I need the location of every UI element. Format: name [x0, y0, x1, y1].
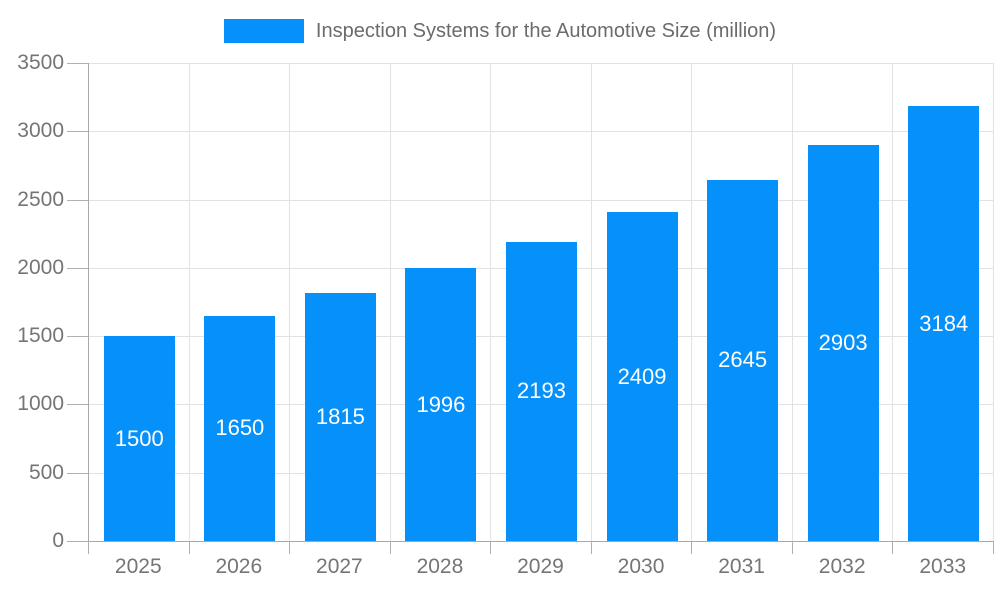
- x-axis-tick: [289, 541, 291, 554]
- x-axis-tick: [389, 541, 391, 554]
- horizontal-gridline: [89, 63, 994, 64]
- x-axis-tick-label: 2026: [215, 555, 263, 578]
- vertical-gridline: [993, 63, 994, 541]
- y-axis-tick-label: 1000: [17, 392, 64, 416]
- x-axis-tick-label: 2028: [416, 555, 464, 578]
- bar-2029: 2193: [506, 241, 577, 541]
- bar-value-label: 1500: [114, 425, 164, 451]
- y-axis-tick: [67, 267, 88, 269]
- bar-2030: 2409: [606, 212, 678, 541]
- bar-2025: 1500: [103, 336, 175, 541]
- vertical-gridline: [389, 63, 391, 541]
- x-axis-tick: [892, 541, 894, 554]
- y-axis-tick: [67, 404, 88, 406]
- x-axis-tick: [691, 541, 693, 554]
- y-axis-tick: [67, 131, 88, 133]
- y-axis-tick-label: 500: [28, 460, 64, 484]
- y-axis-tick-label: 3500: [17, 51, 64, 74]
- bar-2031: 2645: [707, 179, 779, 541]
- bar-value-label: 2645: [718, 347, 768, 373]
- legend-swatch-icon: [223, 19, 304, 43]
- y-axis-tick: [67, 541, 88, 542]
- bar-2033: 3184: [908, 106, 980, 541]
- vertical-gridline: [892, 63, 894, 541]
- y-axis-tick: [67, 199, 88, 201]
- x-axis-tick-label: 2033: [919, 555, 967, 578]
- y-axis-tick: [67, 472, 88, 474]
- y-axis-tick: [67, 63, 88, 64]
- vertical-gridline: [188, 63, 190, 541]
- x-axis-tick: [791, 541, 793, 554]
- vertical-gridline: [590, 63, 592, 541]
- bar-value-label: 1650: [215, 415, 265, 441]
- y-axis-tick: [67, 336, 88, 338]
- x-axis-tick-label: 2030: [617, 555, 665, 578]
- legend-label: Inspection Systems for the Automotive Si…: [315, 19, 777, 42]
- bar-value-label: 2903: [818, 329, 868, 355]
- vertical-gridline: [791, 63, 793, 541]
- x-axis-tick-label: 2031: [718, 555, 765, 578]
- bar-2026: 1650: [204, 315, 276, 541]
- x-axis-tick: [590, 541, 592, 554]
- legend[interactable]: Inspection Systems for the Automotive Si…: [0, 19, 1000, 43]
- y-axis-tick-label: 1500: [17, 324, 64, 348]
- vertical-gridline: [289, 63, 291, 541]
- horizontal-gridline: [89, 199, 994, 201]
- y-axis-tick-label: 2500: [17, 187, 64, 211]
- y-axis-tick-label: 2000: [17, 255, 64, 279]
- y-axis-tick-label: 3000: [17, 119, 64, 143]
- x-axis-tick: [188, 541, 190, 554]
- vertical-gridline: [691, 63, 693, 541]
- x-axis-tick-label: 2032: [818, 555, 866, 578]
- bar-value-label: 3184: [919, 310, 969, 336]
- x-axis-tick: [993, 541, 994, 554]
- horizontal-gridline: [89, 131, 994, 133]
- vertical-gridline: [490, 63, 492, 541]
- x-axis-tick: [88, 541, 89, 554]
- x-axis-tick-label: 2029: [517, 555, 564, 578]
- x-axis-tick-label: 2027: [316, 555, 363, 578]
- bar-2027: 1815: [304, 293, 376, 541]
- x-axis-tick: [490, 541, 492, 554]
- bar-value-label: 1996: [416, 391, 466, 417]
- x-axis-tick-label: 2025: [114, 555, 162, 578]
- bar-value-label: 1815: [315, 404, 365, 430]
- bar-2032: 2903: [807, 144, 879, 541]
- bar-2028: 1996: [405, 268, 477, 541]
- y-axis-tick-label: 0: [52, 529, 64, 552]
- plot-area: 1500 1650 1815 1996 2193 2409 2645 2903 3184: [88, 63, 994, 542]
- bar-value-label: 2409: [617, 363, 667, 389]
- bar-value-label: 2193: [517, 378, 566, 404]
